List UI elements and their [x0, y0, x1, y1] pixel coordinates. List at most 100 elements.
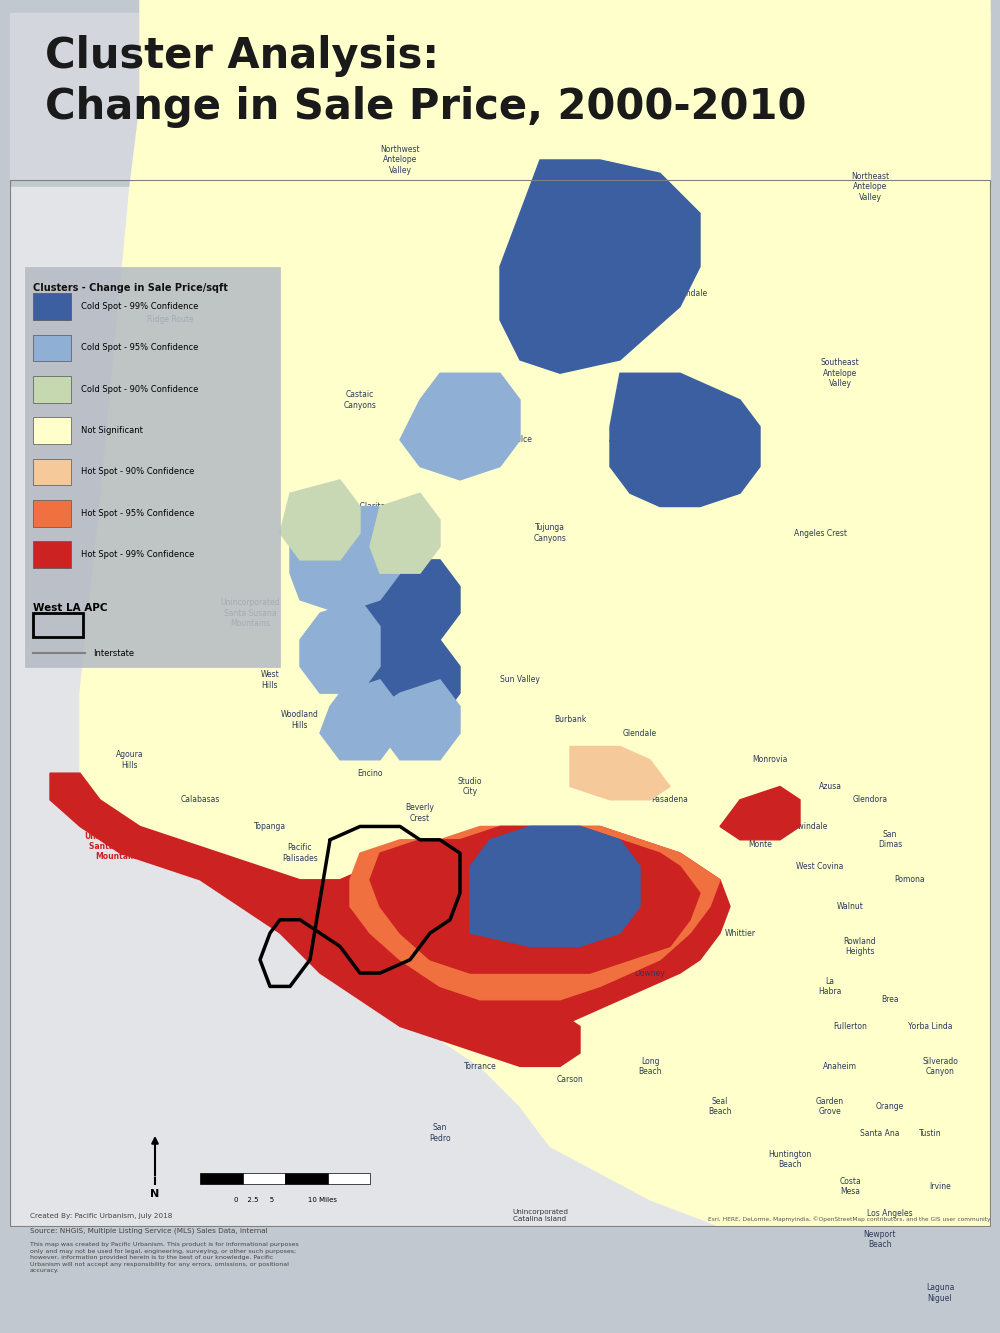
- Text: La
Habra: La Habra: [818, 977, 842, 996]
- Text: Anaheim: Anaheim: [823, 1062, 857, 1070]
- Text: Created By: Pacific Urbanism, July 2018: Created By: Pacific Urbanism, July 2018: [30, 1213, 172, 1220]
- Polygon shape: [290, 507, 400, 613]
- Text: Hot Spot - 95% Confidence: Hot Spot - 95% Confidence: [81, 509, 194, 517]
- Text: El
Monte: El Monte: [748, 830, 772, 849]
- Bar: [33, 293, 71, 320]
- Text: Fullerton: Fullerton: [833, 1022, 867, 1030]
- Polygon shape: [300, 600, 380, 693]
- Text: Van
Nuys: Van Nuys: [420, 684, 440, 702]
- Bar: [200, 1173, 242, 1184]
- Text: Costa
Mesa: Costa Mesa: [839, 1177, 861, 1196]
- Bar: [328, 1173, 370, 1184]
- Text: Garden
Grove: Garden Grove: [816, 1097, 844, 1116]
- Text: Newport
Beach: Newport Beach: [864, 1230, 896, 1249]
- Text: N: N: [150, 1189, 160, 1200]
- Bar: [243, 1173, 285, 1184]
- Text: Change in Sale Price, 2000-2010: Change in Sale Price, 2000-2010: [45, 85, 806, 128]
- Text: Santa Clarita: Santa Clarita: [335, 503, 385, 511]
- Text: Angeles Crest: Angeles Crest: [794, 529, 846, 537]
- Text: Ridge Route: Ridge Route: [147, 316, 193, 324]
- Text: Huntington
Beach: Huntington Beach: [768, 1150, 812, 1169]
- Text: Sun Valley: Sun Valley: [500, 676, 540, 684]
- Bar: [10, 187, 990, 1226]
- Text: Glendale: Glendale: [623, 729, 657, 737]
- Polygon shape: [610, 373, 760, 507]
- Text: Long
Beach: Long Beach: [638, 1057, 662, 1076]
- Text: Castaic
Canyons: Castaic Canyons: [344, 391, 376, 409]
- Text: Brea: Brea: [881, 996, 899, 1004]
- Bar: [33, 417, 71, 444]
- Bar: [33, 335, 71, 361]
- Text: Rowland
Heights: Rowland Heights: [844, 937, 876, 956]
- Bar: [25, 267, 280, 666]
- Text: Pomona: Pomona: [895, 876, 925, 884]
- Text: Pacific
Palisades: Pacific Palisades: [282, 844, 318, 862]
- Bar: [33, 541, 71, 568]
- Text: Beverly
Crest: Beverly Crest: [406, 804, 434, 822]
- Bar: [10, 13, 990, 180]
- Bar: [285, 1173, 328, 1184]
- Bar: [10, 180, 990, 1226]
- Polygon shape: [440, 1013, 580, 1066]
- Text: Monrovia: Monrovia: [752, 756, 788, 764]
- Text: Northeast
Antelope
Valley: Northeast Antelope Valley: [851, 172, 889, 201]
- Text: Cold Spot - 90% Confidence: Cold Spot - 90% Confidence: [81, 385, 198, 393]
- Text: Azusa: Azusa: [818, 782, 842, 790]
- Text: San
Pedro: San Pedro: [429, 1124, 451, 1142]
- Polygon shape: [320, 680, 400, 760]
- Polygon shape: [470, 826, 640, 946]
- Polygon shape: [370, 493, 440, 573]
- Polygon shape: [280, 480, 360, 560]
- Text: Silverado
Canyon: Silverado Canyon: [922, 1057, 958, 1076]
- Polygon shape: [50, 773, 730, 1040]
- Text: Hot Spot - 99% Confidence: Hot Spot - 99% Confidence: [81, 551, 194, 559]
- Text: Unincorporated
Santa Monica
Mountains: Unincorporated Santa Monica Mountains: [84, 832, 152, 861]
- Text: Esri, HERE, DeLorme, Mapmyindia, ©OpenStreetMap contributors, and the GIS user c: Esri, HERE, DeLorme, Mapmyindia, ©OpenSt…: [708, 1217, 990, 1222]
- Text: Palmdale: Palmdale: [672, 289, 708, 297]
- Text: San
Dimas: San Dimas: [878, 830, 902, 849]
- Text: Seal
Beach: Seal Beach: [708, 1097, 732, 1116]
- Polygon shape: [570, 746, 670, 800]
- Text: Topanga: Topanga: [254, 822, 286, 830]
- Text: Cold Spot - 99% Confidence: Cold Spot - 99% Confidence: [81, 303, 198, 311]
- Text: Irwindale: Irwindale: [792, 822, 828, 830]
- Text: Lancaster: Lancaster: [541, 196, 579, 204]
- Text: Clusters - Change in Sale Price/sqft: Clusters - Change in Sale Price/sqft: [33, 283, 228, 293]
- Text: Source: NHGIS, Multiple Listing Service (MLS) Sales Data, Internal: Source: NHGIS, Multiple Listing Service …: [30, 1228, 268, 1234]
- Text: Carson: Carson: [557, 1076, 583, 1084]
- Polygon shape: [720, 786, 800, 840]
- Text: Studio
City: Studio City: [458, 777, 482, 796]
- Text: Encino: Encino: [357, 769, 383, 777]
- Bar: [33, 613, 83, 637]
- Text: Unincorporated
Santa Susana
Mountains: Unincorporated Santa Susana Mountains: [220, 599, 280, 628]
- Text: Downey: Downey: [635, 969, 665, 977]
- Text: West Covina: West Covina: [796, 862, 844, 870]
- Bar: [33, 376, 71, 403]
- Polygon shape: [350, 826, 720, 1000]
- Polygon shape: [400, 373, 520, 480]
- Text: Laguna
Niguel: Laguna Niguel: [926, 1284, 954, 1302]
- Text: Pasadena: Pasadena: [652, 796, 688, 804]
- Text: Torrance: Torrance: [464, 1062, 496, 1070]
- Polygon shape: [370, 826, 700, 973]
- Text: Santa Ana: Santa Ana: [860, 1129, 900, 1137]
- Text: Whittier: Whittier: [724, 929, 756, 937]
- Text: Calabasas: Calabasas: [180, 796, 220, 804]
- Text: Unincorporated
Catalina Island: Unincorporated Catalina Island: [512, 1209, 568, 1222]
- Text: Tustin: Tustin: [919, 1129, 941, 1137]
- Text: West
Hills: West Hills: [261, 670, 279, 689]
- Text: Sylmar: Sylmar: [417, 609, 443, 617]
- Text: Hot Spot - 90% Confidence: Hot Spot - 90% Confidence: [81, 468, 194, 476]
- Text: Orange: Orange: [876, 1102, 904, 1110]
- Text: Acton: Acton: [609, 436, 631, 444]
- Polygon shape: [500, 160, 700, 373]
- Bar: [33, 500, 71, 527]
- Text: Yorba Linda: Yorba Linda: [908, 1022, 952, 1030]
- Text: Cluster Analysis:: Cluster Analysis:: [45, 35, 439, 77]
- Text: Northwest
Antelope
Valley: Northwest Antelope Valley: [380, 145, 420, 175]
- Text: Woodland
Hills: Woodland Hills: [281, 710, 319, 729]
- Text: Interstate: Interstate: [93, 649, 134, 657]
- Text: Cold Spot - 95% Confidence: Cold Spot - 95% Confidence: [81, 344, 198, 352]
- Text: Glendora: Glendora: [852, 796, 888, 804]
- Text: Agua Dulce: Agua Dulce: [488, 436, 532, 444]
